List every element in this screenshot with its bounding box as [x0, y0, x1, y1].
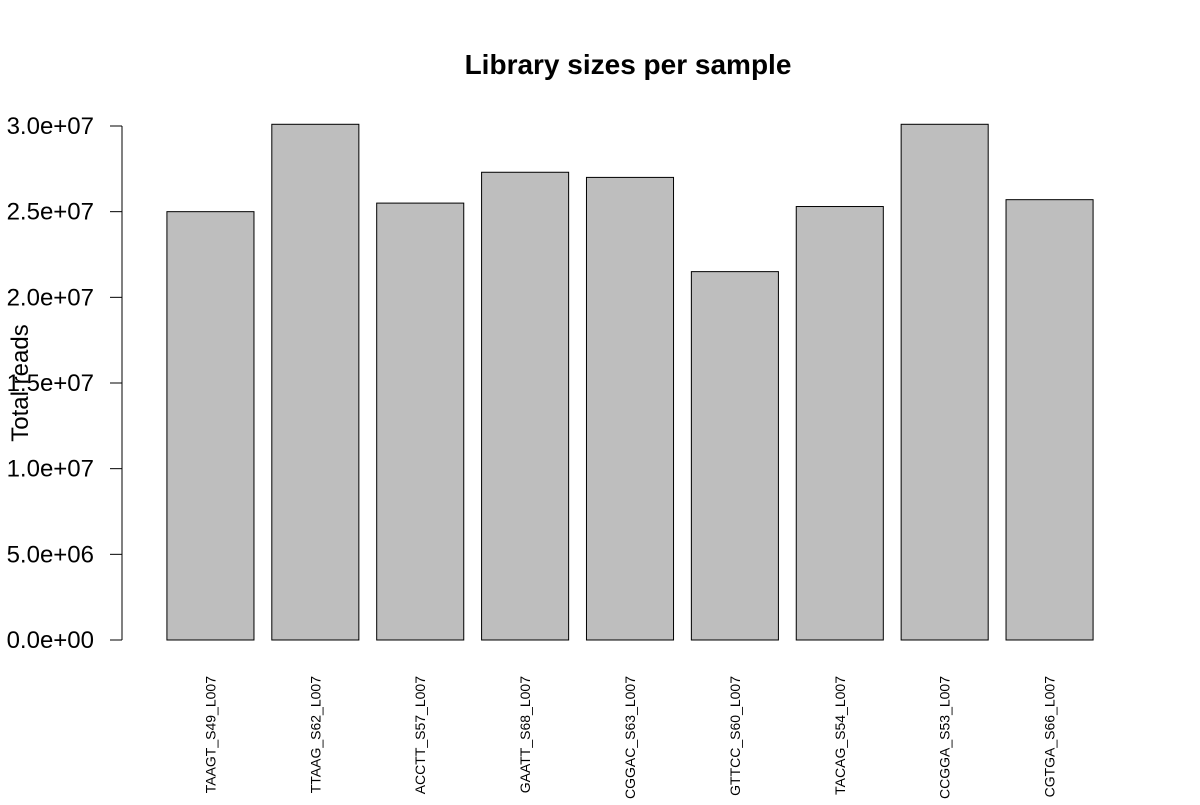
bar-ACCTT_S57_L007 — [376, 202, 465, 641]
bar-CGTGA_S66_L007 — [1005, 199, 1094, 641]
y-axis-ticks: 0.0e+00 5.0e+06 1.0e+07 1.5e+07 2.0e+07 2.5e+… — [7, 113, 122, 654]
x-category-label: GAATT_S68_L007 — [517, 676, 533, 793]
x-axis-labels: TAAGT_S49_L007 TTAAG_S62_L007 ACCTT_S57_L0… — [202, 676, 1057, 799]
y-tick-label: 3.0e+07 — [7, 113, 94, 140]
bar-CCGGA_S53_L007 — [900, 123, 989, 641]
y-tick-label: 2.5e+07 — [7, 199, 94, 226]
chart-title: Library sizes per sample — [465, 49, 792, 80]
bar-TACAG_S54_L007 — [795, 206, 884, 641]
bar-TTAAG_S62_L007 — [271, 123, 360, 641]
x-category-label: CCGGA_S53_L007 — [937, 676, 953, 799]
y-tick-label: 2.0e+07 — [7, 284, 94, 311]
x-category-label: TAAGT_S49_L007 — [202, 676, 218, 793]
x-category-label: TTAAG_S62_L007 — [307, 676, 323, 793]
bars-group — [166, 123, 1094, 641]
bar-GAATT_S68_L007 — [481, 171, 570, 641]
x-category-label: ACCTT_S57_L007 — [412, 676, 428, 795]
x-category-label: CGGAC_S63_L007 — [622, 676, 638, 799]
bar-CGGAC_S63_L007 — [585, 176, 675, 641]
y-tick-label: 5.0e+06 — [7, 541, 94, 568]
y-axis-label: Total reads — [7, 324, 34, 441]
y-tick-label: 1.5e+07 — [7, 370, 94, 397]
bar-TAAGT_S49_L007 — [166, 211, 255, 641]
y-tick-label: 1.0e+07 — [7, 456, 94, 483]
bar-GTTCC_S60_L007 — [690, 271, 779, 641]
x-category-label: TACAG_S54_L007 — [832, 676, 848, 795]
y-tick-label: 0.0e+00 — [7, 627, 94, 654]
x-category-label: CGTGA_S66_L007 — [1042, 676, 1058, 798]
x-category-label: GTTCC_S60_L007 — [727, 676, 743, 796]
